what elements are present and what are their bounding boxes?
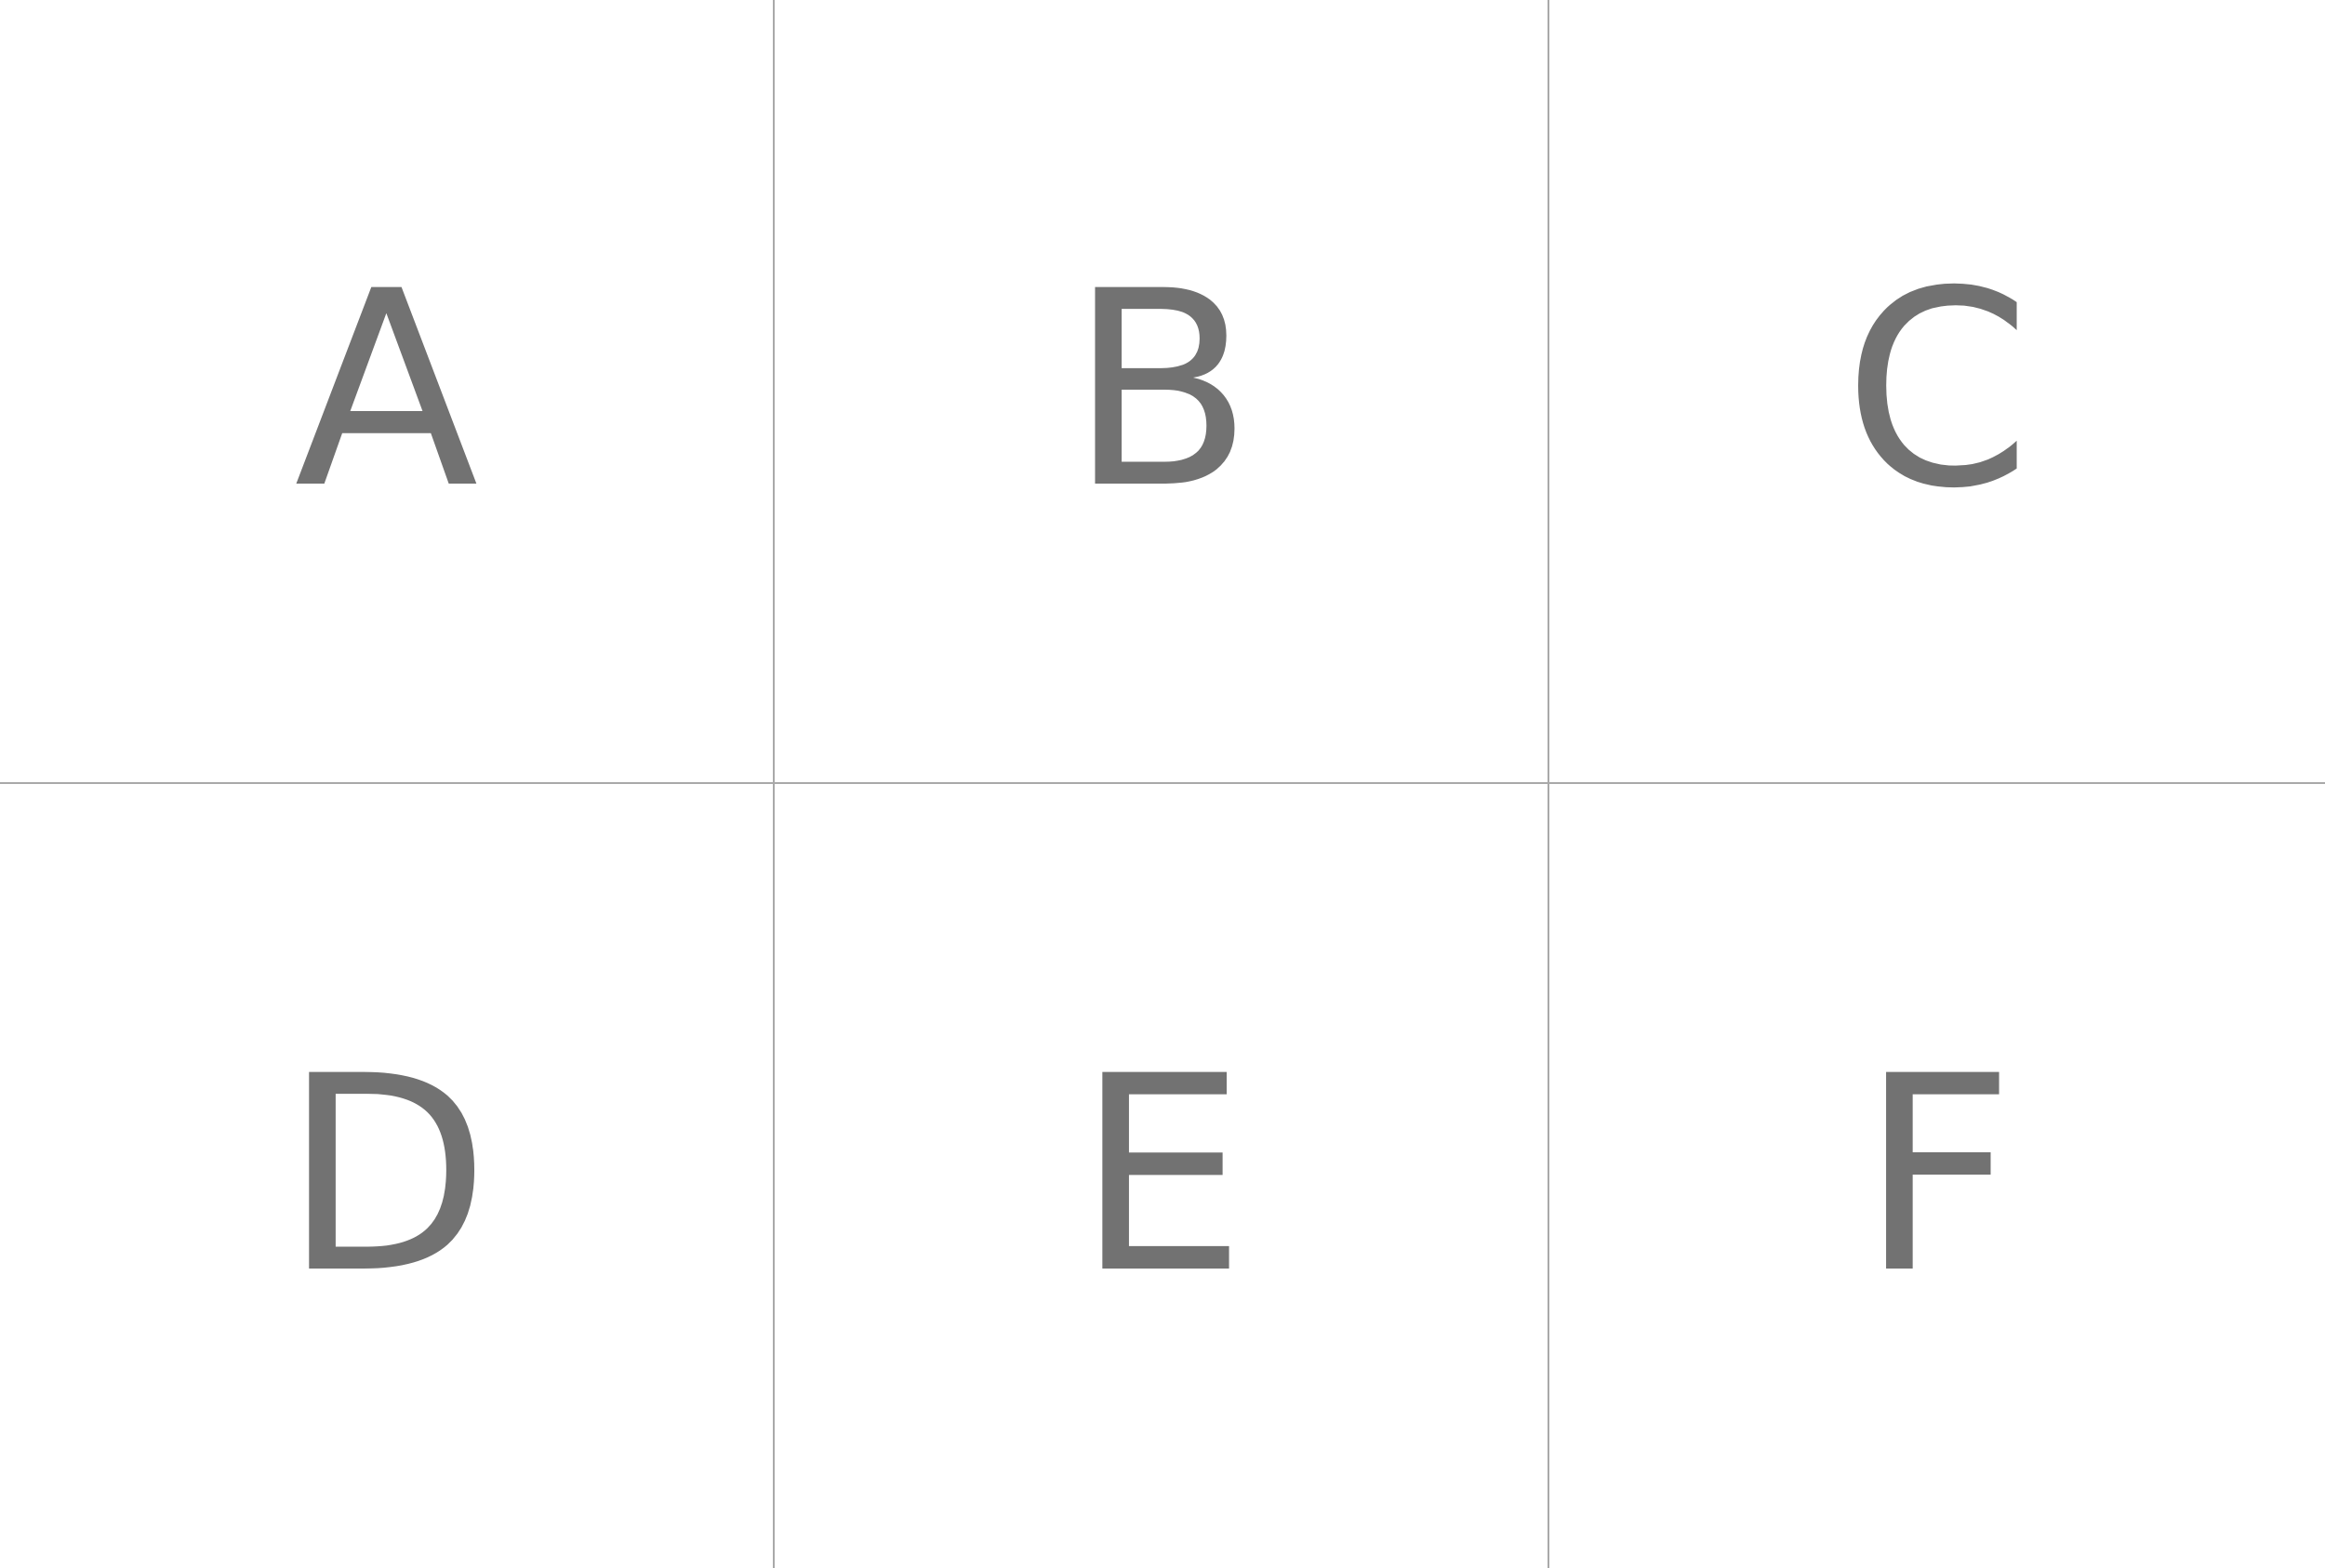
letter-d: D [282,1018,491,1333]
cell-a: A [0,0,775,784]
letter-c: C [1842,233,2032,548]
letter-e: E [1075,1018,1247,1333]
letter-a: A [294,233,479,548]
letter-f: F [1859,1018,2015,1333]
letter-b: B [1069,233,1254,548]
cell-d: D [0,784,775,1568]
cell-b: B [775,0,1549,784]
cell-e: E [775,784,1549,1568]
cell-c: C [1549,0,2325,784]
cell-f: F [1549,784,2325,1568]
